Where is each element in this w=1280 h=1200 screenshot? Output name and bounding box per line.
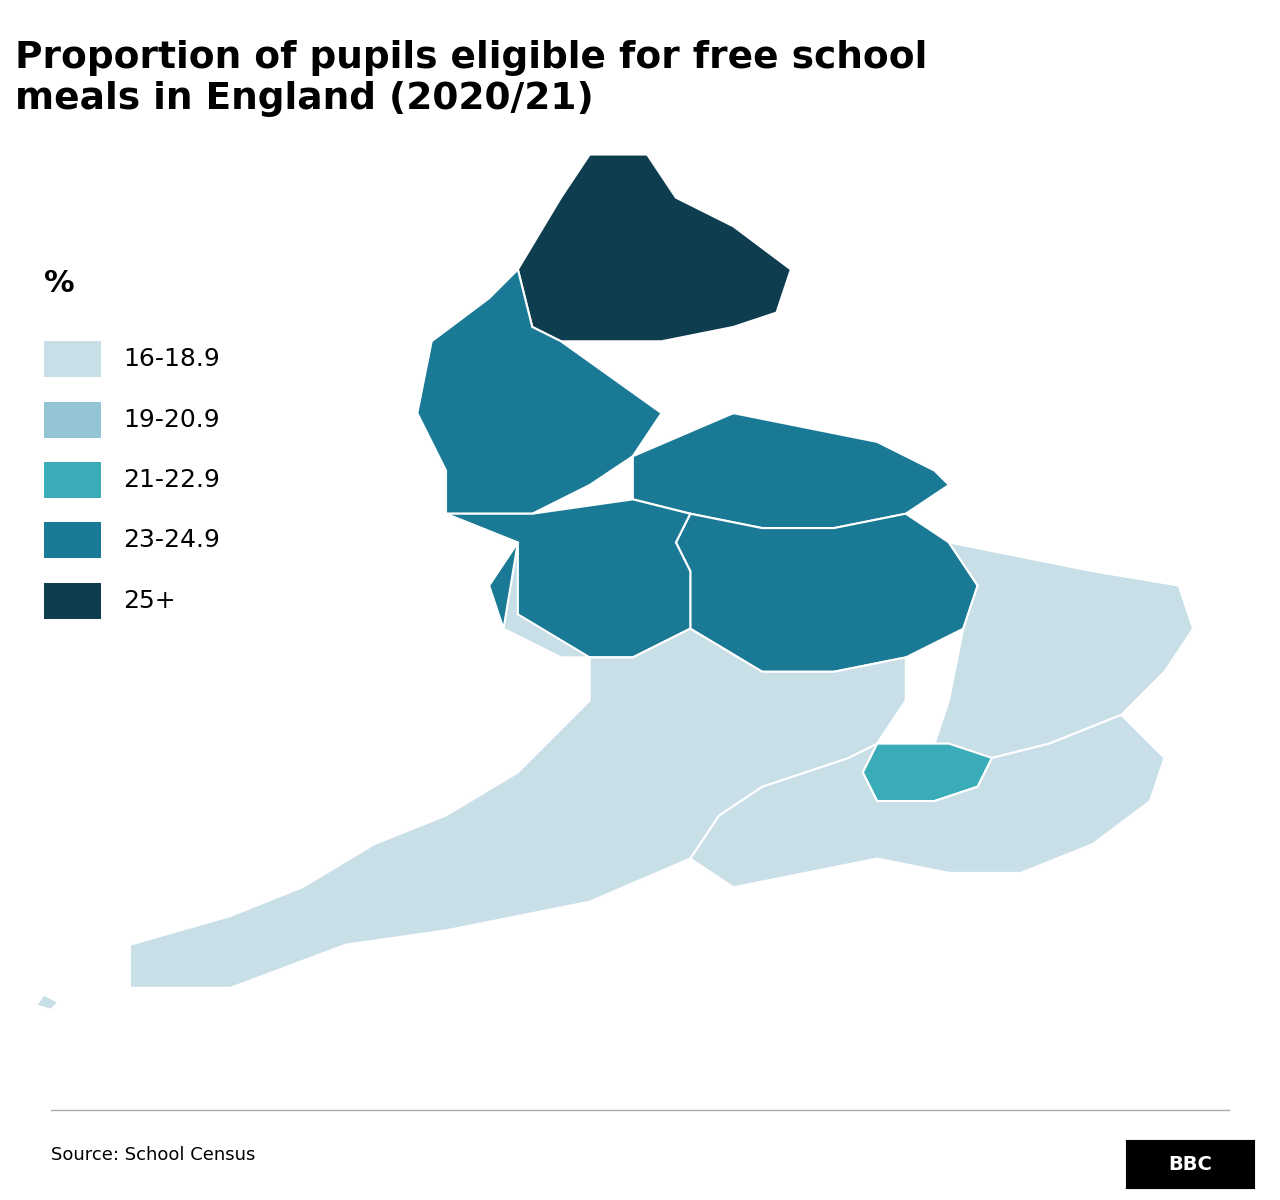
Text: Source: School Census: Source: School Census xyxy=(51,1146,256,1164)
Bar xyxy=(44,341,101,377)
Bar xyxy=(44,583,101,618)
Text: 25+: 25+ xyxy=(123,589,175,613)
Text: Proportion of pupils eligible for free school
meals in England (2020/21): Proportion of pupils eligible for free s… xyxy=(15,40,928,118)
Polygon shape xyxy=(676,514,978,672)
Text: 16-18.9: 16-18.9 xyxy=(123,347,219,371)
Polygon shape xyxy=(518,155,791,341)
Polygon shape xyxy=(863,744,992,802)
Polygon shape xyxy=(131,542,906,988)
Text: BBC: BBC xyxy=(1169,1154,1212,1174)
Polygon shape xyxy=(37,995,58,1009)
Text: 23-24.9: 23-24.9 xyxy=(123,528,220,552)
Text: 21-22.9: 21-22.9 xyxy=(123,468,220,492)
Text: %: % xyxy=(44,270,74,299)
Polygon shape xyxy=(417,270,662,514)
Polygon shape xyxy=(690,715,1165,887)
Text: 19-20.9: 19-20.9 xyxy=(123,408,219,432)
Polygon shape xyxy=(445,499,690,658)
Bar xyxy=(44,462,101,498)
Bar xyxy=(44,402,101,438)
Polygon shape xyxy=(632,413,948,528)
Bar xyxy=(44,522,101,558)
Polygon shape xyxy=(934,542,1193,758)
